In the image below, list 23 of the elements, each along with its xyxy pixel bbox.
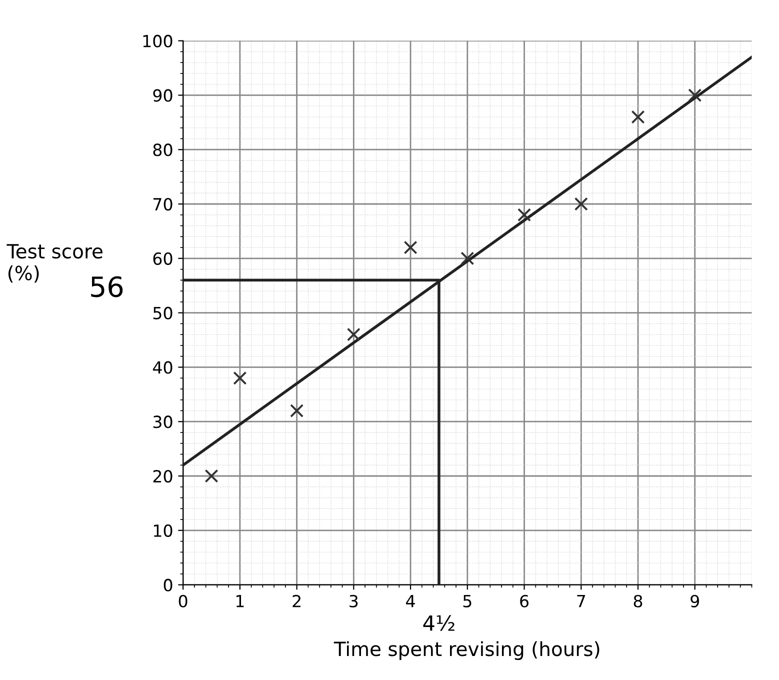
x-axis-title: Time spent revising (hours)	[334, 641, 600, 660]
y-tick-label: 70	[154, 198, 172, 211]
y-tick-label: 40	[152, 361, 172, 374]
y-tick-label: 10	[154, 524, 172, 537]
x-tick-label: 6	[520, 594, 529, 608]
y-tick-label: 90	[153, 89, 172, 102]
y-tick-label: 50	[153, 306, 172, 320]
y-tick-label: 60	[153, 252, 172, 265]
x-tick-label: 0	[178, 594, 188, 608]
x-tick-label: 3	[350, 594, 358, 608]
x-tick-label: 2	[292, 594, 300, 608]
y-tick-label: 30	[153, 416, 172, 428]
x-tick-label: 1	[236, 595, 244, 608]
annotation: 4½	[423, 615, 454, 631]
x-tick-label: 9	[690, 594, 699, 608]
y-tick-label: 0	[164, 578, 172, 592]
x-tick-label: 5	[463, 595, 472, 608]
x-tick-label: 4	[406, 595, 415, 608]
x-tick-label: 7	[577, 595, 586, 608]
y-tick-label: 20	[153, 470, 172, 483]
y-tick-label: 100	[143, 34, 172, 48]
y-tick-label: 80	[153, 144, 172, 156]
x-tick-label: 8	[634, 594, 642, 608]
